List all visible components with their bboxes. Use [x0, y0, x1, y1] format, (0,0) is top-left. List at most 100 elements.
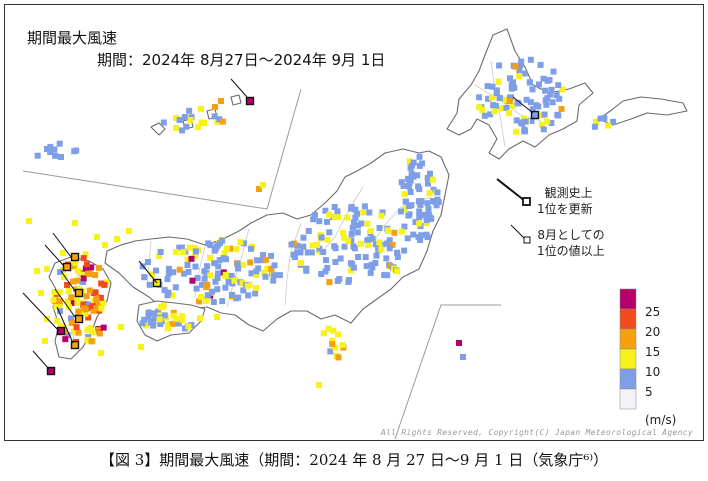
station-marker — [47, 143, 54, 150]
station-marker — [416, 153, 423, 160]
station-marker — [101, 281, 108, 288]
station-marker — [344, 214, 351, 221]
station-marker — [334, 208, 341, 215]
station-marker — [71, 263, 78, 270]
station-marker — [300, 234, 307, 241]
station-marker — [253, 285, 260, 291]
station-marker — [207, 272, 214, 279]
station-marker — [556, 95, 563, 102]
station-marker — [198, 105, 204, 112]
station-marker — [506, 98, 513, 104]
station-marker — [58, 154, 64, 160]
station-marker — [179, 127, 186, 134]
station-marker — [261, 269, 268, 276]
station-marker — [406, 158, 413, 165]
station-marker — [350, 264, 357, 271]
station-marker — [512, 63, 519, 70]
station-marker — [516, 67, 523, 73]
station-marker — [429, 176, 436, 183]
station-marker — [74, 295, 81, 302]
station-marker — [365, 241, 371, 248]
station-marker — [547, 91, 554, 98]
station-marker — [64, 298, 71, 305]
station-marker — [192, 245, 199, 252]
station-marker — [433, 202, 440, 209]
legend-label-5: 5 — [645, 385, 653, 399]
station-marker — [237, 239, 244, 246]
station-marker — [54, 317, 61, 324]
station-marker — [75, 329, 82, 336]
station-marker — [354, 210, 360, 217]
station-marker — [335, 354, 342, 361]
station-marker — [89, 329, 96, 336]
station-marker — [527, 79, 533, 86]
station-marker — [325, 325, 332, 332]
station-marker — [401, 191, 408, 198]
station-marker — [424, 200, 431, 207]
station-marker — [114, 236, 120, 242]
station-marker — [270, 277, 277, 284]
station-marker — [502, 96, 509, 103]
station-marker — [363, 263, 370, 270]
leader-line — [22, 292, 60, 332]
scale-swatch-bin0 — [619, 388, 637, 410]
station-marker — [507, 75, 513, 82]
station-marker — [260, 252, 267, 259]
station-marker — [318, 234, 325, 241]
station-marker — [84, 301, 91, 308]
station-marker — [276, 272, 283, 279]
station-marker — [508, 85, 515, 92]
station-marker — [407, 164, 414, 171]
station-marker — [506, 109, 513, 116]
station-marker — [173, 125, 180, 131]
station-marker — [56, 301, 63, 308]
station-marker — [498, 105, 505, 112]
station-marker — [158, 304, 165, 310]
station-marker — [67, 315, 74, 322]
station-marker — [139, 320, 146, 327]
station-marker — [155, 308, 162, 315]
station-marker — [610, 118, 617, 125]
kuril-islands — [598, 96, 688, 126]
record-station-marker — [62, 262, 72, 272]
station-marker — [348, 237, 355, 244]
station-marker — [199, 281, 205, 288]
station-marker — [222, 271, 229, 278]
leader-line — [512, 96, 534, 114]
station-marker — [327, 348, 334, 355]
station-marker — [215, 270, 221, 277]
station-marker — [476, 94, 483, 101]
station-marker — [517, 119, 524, 126]
station-marker — [316, 218, 323, 225]
station-marker — [223, 245, 230, 252]
station-marker — [546, 77, 553, 83]
station-marker — [161, 312, 168, 319]
station-marker — [149, 271, 156, 278]
station-marker — [256, 186, 262, 192]
station-marker — [53, 303, 60, 310]
station-marker — [493, 90, 500, 97]
station-marker — [34, 268, 40, 274]
station-marker — [86, 287, 93, 294]
station-marker — [335, 331, 341, 338]
station-marker — [378, 212, 385, 219]
station-marker — [341, 234, 348, 241]
record-august-note: 8月としての 1位の値以上 — [537, 227, 605, 259]
record-august-sample — [523, 236, 531, 244]
station-marker — [324, 264, 331, 271]
station-marker — [157, 249, 164, 255]
station-marker — [496, 62, 503, 69]
station-marker — [341, 243, 348, 250]
station-marker — [47, 149, 54, 155]
station-marker — [352, 214, 359, 221]
station-marker — [417, 201, 424, 208]
station-marker — [194, 275, 201, 281]
record-station-marker — [245, 96, 255, 106]
station-marker — [139, 263, 146, 270]
station-marker — [223, 256, 229, 263]
station-marker — [423, 213, 430, 220]
station-marker — [348, 204, 355, 210]
copyright-notice: All Rights Reserved, Copyright(C) Japan … — [380, 428, 693, 437]
station-marker — [92, 289, 99, 296]
station-marker — [94, 234, 100, 240]
